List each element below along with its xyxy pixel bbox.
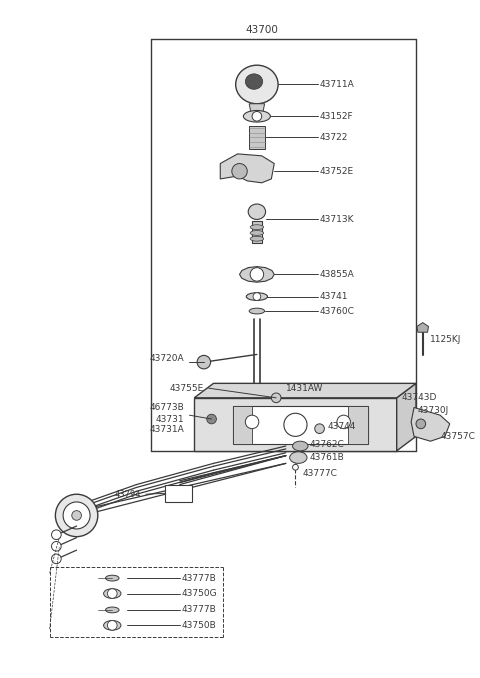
Text: 43755E: 43755E (169, 384, 204, 393)
Circle shape (245, 415, 259, 428)
Circle shape (108, 620, 117, 630)
Polygon shape (411, 407, 450, 441)
Polygon shape (233, 405, 368, 444)
Circle shape (252, 111, 262, 121)
Text: 43744: 43744 (327, 422, 356, 431)
Text: 43777B: 43777B (182, 574, 216, 582)
Bar (165, 485, 192, 502)
Ellipse shape (293, 441, 308, 451)
Circle shape (108, 589, 117, 599)
Ellipse shape (249, 308, 264, 314)
Ellipse shape (106, 575, 119, 581)
Polygon shape (194, 383, 416, 398)
Ellipse shape (245, 74, 263, 89)
Text: 43752E: 43752E (320, 167, 354, 176)
Circle shape (63, 502, 90, 529)
Polygon shape (194, 398, 396, 451)
Text: 43777C: 43777C (302, 468, 337, 477)
Circle shape (72, 511, 82, 520)
Text: 43722: 43722 (320, 133, 348, 142)
Ellipse shape (250, 224, 264, 230)
Text: 43855A: 43855A (320, 270, 354, 279)
Bar (348, 405, 368, 444)
Bar (249, 126, 264, 149)
Text: 43730J: 43730J (418, 406, 449, 415)
Circle shape (337, 415, 350, 428)
Text: 43731: 43731 (156, 414, 185, 424)
Circle shape (416, 419, 426, 428)
Text: 43750B: 43750B (182, 621, 216, 630)
Polygon shape (249, 104, 264, 113)
Circle shape (250, 268, 264, 281)
Circle shape (253, 293, 261, 300)
Polygon shape (396, 383, 416, 451)
Text: 43711A: 43711A (320, 80, 354, 89)
Circle shape (51, 554, 61, 563)
Text: 43757C: 43757C (440, 432, 475, 441)
Ellipse shape (248, 204, 265, 220)
Bar (252, 222, 262, 243)
Polygon shape (220, 154, 274, 183)
Circle shape (271, 393, 281, 403)
Text: 43741: 43741 (320, 292, 348, 301)
Ellipse shape (106, 607, 119, 613)
Text: 43762C: 43762C (310, 439, 345, 449)
Ellipse shape (243, 111, 270, 122)
Ellipse shape (236, 65, 278, 104)
Text: 43777B: 43777B (182, 605, 216, 614)
Circle shape (197, 355, 211, 369)
Text: 43152F: 43152F (320, 112, 353, 121)
Text: 43750G: 43750G (182, 589, 217, 598)
Circle shape (51, 530, 61, 540)
Circle shape (207, 414, 216, 424)
Text: 43731A: 43731A (150, 425, 185, 434)
Circle shape (51, 542, 61, 551)
Text: 43794: 43794 (115, 490, 141, 499)
Ellipse shape (250, 237, 264, 241)
Bar (233, 405, 252, 444)
Ellipse shape (104, 620, 121, 630)
Polygon shape (417, 323, 429, 332)
Text: 46773B: 46773B (150, 403, 185, 412)
Ellipse shape (289, 452, 307, 463)
Circle shape (315, 424, 324, 433)
Ellipse shape (104, 589, 121, 599)
Ellipse shape (250, 231, 264, 235)
Text: 43743D: 43743D (401, 393, 437, 402)
Circle shape (293, 464, 299, 470)
Text: 43713K: 43713K (320, 215, 354, 224)
Circle shape (232, 163, 247, 179)
Text: 1125KJ: 1125KJ (430, 336, 461, 344)
Circle shape (284, 413, 307, 437)
Text: 1431AW: 1431AW (286, 384, 323, 393)
Ellipse shape (246, 293, 267, 300)
Text: 43700: 43700 (245, 24, 278, 35)
Text: 43761B: 43761B (310, 453, 345, 462)
Circle shape (55, 494, 98, 537)
Text: 43760C: 43760C (320, 306, 354, 315)
Polygon shape (240, 266, 274, 282)
Text: 43720A: 43720A (150, 354, 185, 363)
